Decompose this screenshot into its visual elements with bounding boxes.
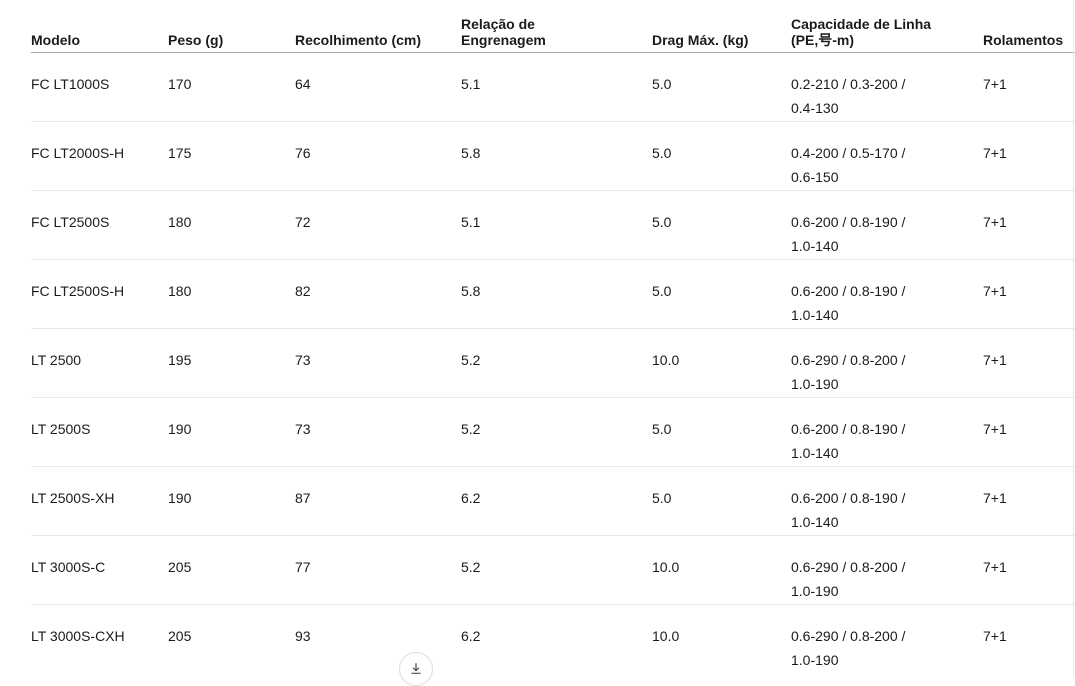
- cell-gear-ratio: 5.2: [461, 352, 481, 368]
- cell-model: FC LT1000S: [31, 76, 110, 92]
- cell-max-drag: 10.0: [652, 352, 680, 368]
- cell-bearings: 7+1: [983, 352, 1007, 368]
- cell-model: LT 2500S: [31, 421, 91, 437]
- cell-max-drag: 5.0: [652, 283, 672, 299]
- cell-gear-ratio: 5.2: [461, 421, 481, 437]
- table-row: FC LT2000S-H 175 76 5.8 5.0 0.4-200 / 0.…: [31, 122, 1075, 191]
- cell-bearings: 7+1: [983, 76, 1007, 92]
- cell-line-capacity: 0.4-200 / 0.5-170 / 0.6-150: [791, 145, 906, 185]
- cell-max-drag: 5.0: [652, 421, 672, 437]
- cell-gear-ratio: 5.1: [461, 214, 481, 230]
- column-header-relacao-engrenagem: Relação de Engrenagem: [461, 16, 546, 48]
- cell-line-capacity: 0.6-200 / 0.8-190 / 1.0-140: [791, 490, 906, 530]
- column-header-peso: Peso (g): [168, 32, 224, 48]
- cell-retrieve: 73: [295, 421, 311, 437]
- cell-bearings: 7+1: [983, 490, 1007, 506]
- cell-max-drag: 10.0: [652, 559, 680, 575]
- table-row: LT 3000S-CXH 205 93 6.2 10.0 0.6-290 / 0…: [31, 605, 1075, 675]
- cell-model: LT 2500S-XH: [31, 490, 115, 506]
- table-header-row: Modelo Peso (g) Recolhimento (cm) Relaçã…: [31, 0, 1075, 53]
- cell-line-capacity: 0.6-200 / 0.8-190 / 1.0-140: [791, 214, 906, 254]
- cell-retrieve: 77: [295, 559, 311, 575]
- table-row: FC LT1000S 170 64 5.1 5.0 0.2-210 / 0.3-…: [31, 53, 1075, 122]
- table-row: LT 2500S-XH 190 87 6.2 5.0 0.6-200 / 0.8…: [31, 467, 1075, 536]
- cell-retrieve: 76: [295, 145, 311, 161]
- cell-model: LT 2500: [31, 352, 82, 368]
- cell-gear-ratio: 5.8: [461, 145, 481, 161]
- table-row: FC LT2500S-H 180 82 5.8 5.0 0.6-200 / 0.…: [31, 260, 1075, 329]
- column-header-drag-max: Drag Máx. (kg): [652, 32, 749, 48]
- cell-retrieve: 72: [295, 214, 311, 230]
- cell-retrieve: 93: [295, 628, 311, 644]
- column-header-rolamentos: Rolamentos: [983, 32, 1064, 48]
- reel-spec-table: Modelo Peso (g) Recolhimento (cm) Relaçã…: [31, 0, 1075, 675]
- cell-model: FC LT2500S: [31, 214, 110, 230]
- cell-line-capacity: 0.6-290 / 0.8-200 / 1.0-190: [791, 352, 906, 392]
- cell-retrieve: 64: [295, 76, 311, 92]
- cell-bearings: 7+1: [983, 559, 1007, 575]
- cell-bearings: 7+1: [983, 628, 1007, 644]
- cell-line-capacity: 0.6-290 / 0.8-200 / 1.0-190: [791, 628, 906, 668]
- column-header-capacidade-linha: Capacidade de Linha (PE,号-m): [791, 16, 932, 48]
- cell-weight: 195: [168, 352, 192, 368]
- column-header-modelo: Modelo: [31, 32, 80, 48]
- cell-weight: 205: [168, 628, 192, 644]
- cell-bearings: 7+1: [983, 145, 1007, 161]
- cell-max-drag: 5.0: [652, 76, 672, 92]
- table-row: FC LT2500S 180 72 5.1 5.0 0.6-200 / 0.8-…: [31, 191, 1075, 260]
- cell-bearings: 7+1: [983, 283, 1007, 299]
- cell-weight: 175: [168, 145, 192, 161]
- cell-line-capacity: 0.6-200 / 0.8-190 / 1.0-140: [791, 421, 906, 461]
- cell-gear-ratio: 5.2: [461, 559, 481, 575]
- cell-retrieve: 73: [295, 352, 311, 368]
- cell-max-drag: 10.0: [652, 628, 680, 644]
- cell-weight: 180: [168, 214, 192, 230]
- cell-weight: 190: [168, 490, 192, 506]
- cell-max-drag: 5.0: [652, 490, 672, 506]
- cell-retrieve: 87: [295, 490, 311, 506]
- cell-bearings: 7+1: [983, 421, 1007, 437]
- table-row: LT 2500 195 73 5.2 10.0 0.6-290 / 0.8-20…: [31, 329, 1075, 398]
- cell-model: LT 3000S-CXH: [31, 628, 125, 644]
- cell-max-drag: 5.0: [652, 145, 672, 161]
- cell-model: FC LT2000S-H: [31, 145, 125, 161]
- cell-gear-ratio: 6.2: [461, 628, 481, 644]
- cell-retrieve: 82: [295, 283, 311, 299]
- column-header-recolhimento: Recolhimento (cm): [295, 32, 422, 48]
- cell-gear-ratio: 5.1: [461, 76, 481, 92]
- cell-max-drag: 5.0: [652, 214, 672, 230]
- cell-model: FC LT2500S-H: [31, 283, 125, 299]
- download-arrow-icon: [408, 661, 424, 677]
- cell-line-capacity: 0.6-200 / 0.8-190 / 1.0-140: [791, 283, 906, 323]
- table-row: LT 2500S 190 73 5.2 5.0 0.6-200 / 0.8-19…: [31, 398, 1075, 467]
- cell-weight: 170: [168, 76, 192, 92]
- cell-gear-ratio: 5.8: [461, 283, 481, 299]
- cell-line-capacity: 0.2-210 / 0.3-200 / 0.4-130: [791, 76, 906, 116]
- scroll-down-button[interactable]: [399, 652, 433, 686]
- table-row: LT 3000S-C 205 77 5.2 10.0 0.6-290 / 0.8…: [31, 536, 1075, 605]
- cell-line-capacity: 0.6-290 / 0.8-200 / 1.0-190: [791, 559, 906, 599]
- cell-gear-ratio: 6.2: [461, 490, 481, 506]
- cell-model: LT 3000S-C: [31, 559, 106, 575]
- cell-weight: 180: [168, 283, 192, 299]
- cell-weight: 205: [168, 559, 192, 575]
- cell-weight: 190: [168, 421, 192, 437]
- table-right-edge-divider: [1073, 0, 1074, 675]
- cell-bearings: 7+1: [983, 214, 1007, 230]
